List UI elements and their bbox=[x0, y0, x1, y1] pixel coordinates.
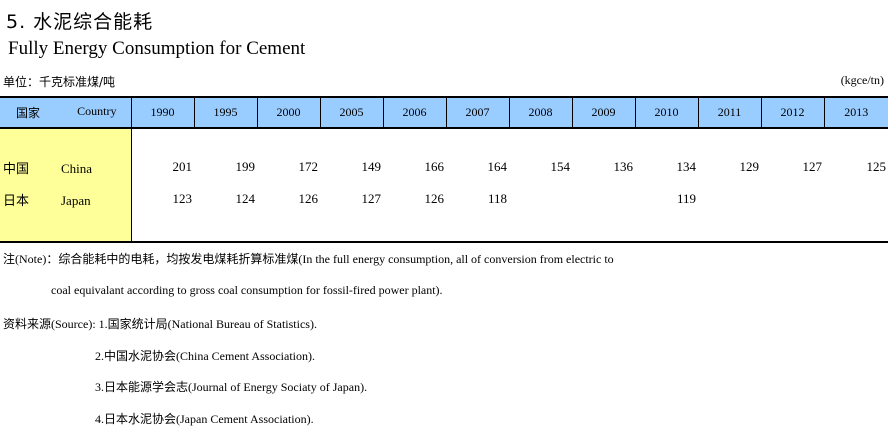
table-cell: 125 bbox=[866, 159, 887, 174]
country-header-en: Country bbox=[77, 104, 117, 118]
table-cell: 166 bbox=[424, 159, 445, 174]
unit-label-chinese: 单位：千克标准煤/吨 bbox=[3, 75, 116, 89]
table-cell: 127 bbox=[802, 159, 823, 174]
table-cell: 126 bbox=[424, 191, 445, 206]
source-item: 3.日本能源学会志(Journal of Energy Sociaty of J… bbox=[95, 380, 368, 394]
table-cell: 124 bbox=[235, 191, 256, 206]
source-item: 资料来源(Source): 1.国家统计局(National Bureau of… bbox=[3, 317, 317, 331]
country-header-cn: 国家 bbox=[16, 106, 41, 120]
row-label: 中国 China bbox=[0, 151, 132, 183]
table-cell bbox=[509, 183, 572, 215]
row-label-en: China bbox=[61, 160, 93, 176]
year-header: 2013 bbox=[823, 96, 888, 129]
page-title-chinese: 5. 水泥综合能耗 bbox=[6, 11, 154, 33]
spacer-row bbox=[0, 128, 888, 151]
year-header: 1995 bbox=[193, 96, 257, 129]
row-label-cn: 中国 bbox=[3, 161, 30, 177]
year-header: 2011 bbox=[697, 96, 761, 129]
row-label: 日本 Japan bbox=[0, 183, 132, 215]
table-cell bbox=[698, 183, 761, 215]
table-row-china: 中国 China 201 199 172 149 166 164 154 136 … bbox=[0, 151, 888, 183]
year-header: 2012 bbox=[760, 96, 824, 129]
year-header: 2006 bbox=[382, 96, 446, 129]
year-header: 2008 bbox=[508, 96, 572, 129]
year-header: 2000 bbox=[256, 96, 320, 129]
table-cell: 126 bbox=[298, 191, 319, 206]
table-cell: 123 bbox=[172, 191, 193, 206]
table-row-japan: 日本 Japan 123 124 126 127 126 118 119 bbox=[0, 183, 888, 215]
note-text-continued: coal equivalant according to gross coal … bbox=[51, 283, 443, 297]
year-header: 2009 bbox=[571, 96, 635, 129]
table-cell: 136 bbox=[613, 159, 634, 174]
unit-label-english: (kgce/tn) bbox=[840, 73, 884, 87]
country-header: 国家 Country bbox=[0, 96, 131, 129]
table-cell: 127 bbox=[361, 191, 382, 206]
table-cell: 134 bbox=[676, 159, 697, 174]
table-cell: 149 bbox=[361, 159, 382, 174]
table-cell: 118 bbox=[487, 191, 507, 206]
year-header: 2007 bbox=[445, 96, 509, 129]
table-header-row: 国家 Country 1990 1995 2000 2005 2006 2007… bbox=[0, 96, 888, 129]
source-item: 2.中国水泥协会(China Cement Association). bbox=[95, 349, 315, 363]
table-cell: 201 bbox=[172, 159, 193, 174]
page-title-english: Fully Energy Consumption for Cement bbox=[8, 38, 306, 59]
note-text: 注(Note)：综合能耗中的电耗，均按发电煤耗折算标准煤(In the full… bbox=[3, 252, 614, 266]
row-label-en: Japan bbox=[61, 192, 91, 208]
energy-consumption-table: 国家 Country 1990 1995 2000 2005 2006 2007… bbox=[0, 96, 888, 243]
table-cell bbox=[761, 183, 824, 215]
year-header: 1990 bbox=[130, 96, 194, 129]
table-cell bbox=[572, 183, 635, 215]
source-item: 4.日本水泥协会(Japan Cement Association). bbox=[95, 412, 314, 426]
spacer-row bbox=[0, 215, 888, 243]
row-label-cn: 日本 bbox=[3, 193, 30, 209]
table-cell: 129 bbox=[739, 159, 760, 174]
table-cell: 172 bbox=[298, 159, 319, 174]
table-cell: 199 bbox=[235, 159, 256, 174]
table-cell: 119 bbox=[676, 191, 696, 206]
table-cell: 164 bbox=[487, 159, 508, 174]
year-header: 2005 bbox=[319, 96, 383, 129]
table-cell: 154 bbox=[550, 159, 571, 174]
table-cell bbox=[824, 183, 888, 215]
year-header: 2010 bbox=[634, 96, 698, 129]
